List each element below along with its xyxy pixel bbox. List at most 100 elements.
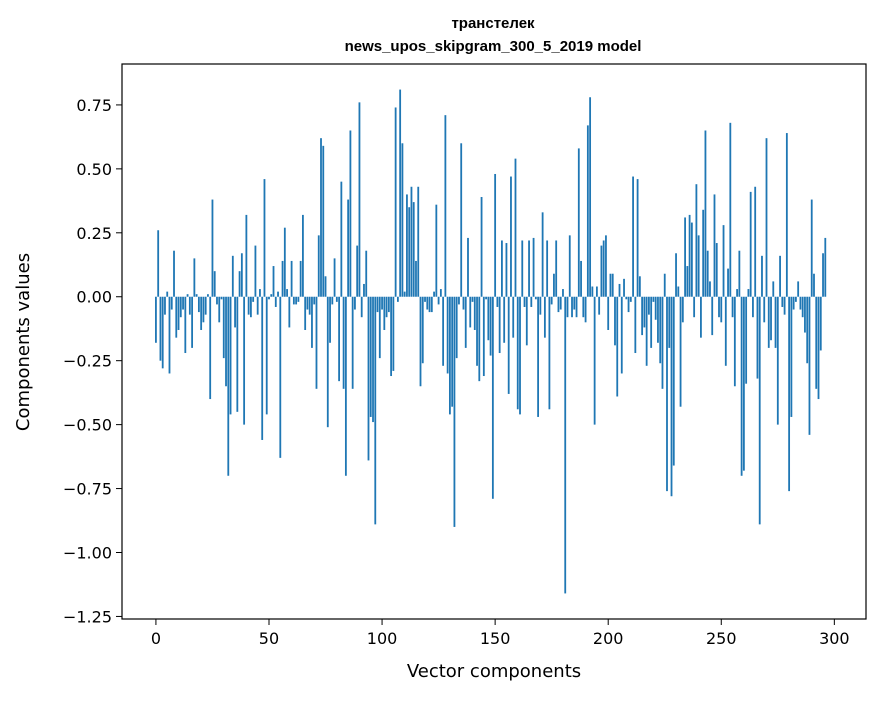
- bar: [222, 296, 225, 359]
- bar: [182, 296, 184, 310]
- bar: [727, 268, 729, 297]
- bar: [607, 296, 610, 330]
- bar: [286, 289, 288, 297]
- bar: [736, 289, 739, 297]
- bar: [770, 296, 772, 341]
- bar: [670, 296, 673, 497]
- bar: [231, 255, 234, 297]
- bar: [392, 296, 395, 371]
- bar: [779, 255, 781, 297]
- bar: [347, 199, 350, 297]
- bar: [584, 296, 587, 323]
- x-tick-label: 50: [259, 629, 279, 648]
- bar: [356, 245, 359, 297]
- bar: [448, 296, 451, 415]
- bar: [195, 294, 198, 297]
- bar: [688, 214, 691, 297]
- bars-group: [155, 89, 827, 594]
- bar: [641, 296, 644, 336]
- bar: [408, 207, 411, 297]
- bar: [229, 296, 232, 415]
- bar: [765, 138, 768, 297]
- bar: [797, 281, 800, 297]
- bar: [270, 294, 273, 297]
- bar: [742, 296, 745, 471]
- bar: [704, 130, 707, 297]
- bar: [577, 148, 580, 297]
- bar: [209, 296, 212, 400]
- bar: [188, 296, 191, 315]
- bar: [516, 296, 519, 410]
- bar: [571, 296, 573, 318]
- bar: [767, 296, 770, 348]
- y-tick-label: 0.75: [76, 96, 112, 115]
- bar: [772, 281, 775, 297]
- bar: [794, 296, 797, 302]
- bar: [505, 243, 508, 297]
- bar: [627, 296, 630, 313]
- bar: [216, 296, 218, 305]
- bar: [159, 296, 162, 361]
- x-tick-label: 100: [367, 629, 398, 648]
- bar: [672, 296, 675, 466]
- bar: [489, 296, 492, 356]
- bar: [553, 273, 555, 297]
- bar: [681, 296, 684, 323]
- bar: [430, 296, 433, 313]
- bar: [659, 296, 662, 364]
- bar: [204, 296, 207, 315]
- bar: [645, 296, 648, 366]
- bar: [274, 296, 277, 307]
- bar: [487, 296, 490, 341]
- bar: [175, 296, 178, 338]
- bar: [690, 222, 693, 297]
- bar: [442, 296, 445, 366]
- bar: [324, 276, 327, 297]
- bar: [602, 240, 605, 297]
- bar: [491, 296, 494, 499]
- bar: [394, 107, 397, 297]
- bar: [507, 296, 510, 394]
- bar: [254, 245, 257, 297]
- bar: [428, 296, 431, 313]
- bar: [335, 296, 338, 302]
- bar: [761, 255, 763, 297]
- bar: [562, 289, 564, 297]
- bar: [288, 296, 291, 328]
- bar: [758, 296, 761, 525]
- bar: [709, 281, 711, 297]
- bar: [415, 260, 417, 297]
- bar: [679, 296, 682, 407]
- bar: [462, 296, 465, 310]
- bar: [471, 296, 474, 302]
- bar: [252, 296, 255, 302]
- bar: [311, 296, 313, 348]
- bar: [534, 296, 537, 300]
- bar: [197, 296, 200, 313]
- bar: [756, 296, 759, 379]
- bar: [724, 296, 727, 366]
- bar: [272, 266, 275, 297]
- bar: [177, 296, 180, 330]
- bar: [498, 296, 501, 354]
- chart-title: транстелек: [451, 15, 535, 32]
- bar: [580, 260, 582, 297]
- bar: [365, 250, 368, 297]
- bar: [573, 296, 576, 310]
- x-tick-label: 250: [706, 629, 737, 648]
- bar: [444, 115, 447, 297]
- x-tick-label: 150: [480, 629, 511, 648]
- bar: [473, 296, 476, 330]
- bar: [164, 296, 166, 315]
- bar: [340, 181, 343, 297]
- bar: [494, 173, 497, 297]
- bar: [403, 291, 406, 297]
- bar: [684, 217, 686, 297]
- bar: [718, 296, 720, 318]
- bar: [469, 296, 472, 328]
- bar: [776, 296, 779, 425]
- bar: [170, 296, 173, 310]
- bar: [819, 296, 822, 351]
- bar: [618, 283, 621, 297]
- bar: [616, 296, 619, 397]
